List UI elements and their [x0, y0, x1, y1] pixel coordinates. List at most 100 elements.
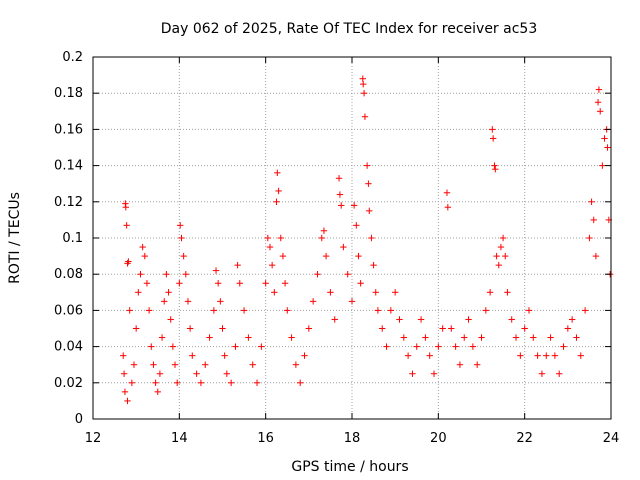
data-point: [314, 271, 321, 278]
data-point: [318, 234, 325, 242]
data-point: [590, 216, 597, 224]
data-point: [274, 169, 281, 177]
data-point: [359, 75, 366, 82]
data-point: [273, 198, 280, 205]
data-point: [148, 343, 155, 350]
data-point: [173, 379, 181, 386]
data-point: [493, 252, 500, 260]
data-point: [482, 307, 490, 314]
data-point: [202, 361, 209, 368]
data-point: [180, 252, 187, 260]
data-point: [161, 298, 168, 305]
y-tick-label: 0.12: [54, 195, 83, 210]
data-point: [214, 280, 222, 287]
data-points: [120, 75, 614, 405]
data-point: [365, 180, 372, 187]
data-point: [499, 234, 507, 242]
data-point: [271, 289, 278, 296]
chart-title: Day 062 of 2025, Rate Of TEC Index for r…: [161, 21, 537, 37]
y-tick-label: 0.04: [54, 340, 83, 355]
data-point: [508, 316, 515, 323]
data-point: [232, 343, 239, 350]
data-point: [348, 298, 356, 305]
data-point: [184, 298, 192, 305]
data-point: [592, 252, 600, 260]
data-point: [595, 86, 603, 93]
data-point: [456, 361, 464, 368]
x-tick-label: 16: [257, 431, 274, 446]
data-point: [534, 352, 541, 359]
data-point: [469, 343, 477, 350]
data-point: [236, 280, 243, 287]
data-point: [249, 361, 256, 368]
data-point: [132, 325, 140, 332]
data-point: [245, 334, 252, 341]
data-point: [125, 258, 132, 265]
data-point: [413, 343, 420, 350]
x-tick-label: 14: [171, 431, 188, 446]
data-point: [120, 370, 128, 377]
data-point: [219, 325, 226, 332]
data-point: [588, 198, 595, 205]
data-point: [357, 280, 364, 287]
data-point: [284, 307, 291, 314]
data-point: [212, 267, 220, 274]
data-point: [128, 379, 136, 386]
data-point: [374, 307, 382, 314]
data-point: [240, 307, 248, 314]
data-point: [165, 289, 172, 296]
data-point: [495, 261, 502, 269]
x-tick-label: 18: [344, 431, 361, 446]
data-point: [309, 298, 317, 305]
data-point: [568, 316, 576, 323]
y-tick-label: 0.16: [54, 122, 83, 137]
x-tick-label: 24: [603, 431, 620, 446]
x-tick-label: 20: [430, 431, 447, 446]
data-point: [227, 379, 235, 386]
data-point: [193, 370, 200, 377]
y-tick-label: 0.08: [54, 267, 83, 282]
data-point: [320, 227, 328, 234]
y-tick-label: 0.06: [54, 303, 83, 318]
data-point: [322, 252, 330, 260]
x-tick-label: 22: [516, 431, 533, 446]
data-point: [512, 334, 520, 341]
data-point: [163, 271, 170, 278]
data-point: [361, 113, 369, 120]
data-point: [444, 204, 452, 211]
data-point: [150, 361, 157, 368]
data-point: [391, 289, 399, 296]
data-point: [465, 316, 472, 323]
data-point: [473, 361, 481, 368]
y-tick-label: 0.2: [62, 50, 83, 65]
data-point: [167, 316, 174, 323]
data-point: [525, 307, 533, 314]
data-point: [279, 252, 287, 260]
data-point: [130, 361, 138, 368]
data-point: [120, 352, 127, 359]
data-point: [141, 252, 148, 260]
data-point: [182, 271, 190, 278]
data-point: [223, 370, 231, 377]
data-point: [521, 325, 528, 332]
data-point: [492, 166, 499, 173]
data-point: [331, 316, 338, 323]
data-point: [253, 379, 261, 386]
data-point: [400, 334, 407, 341]
data-point: [604, 144, 611, 151]
data-point: [178, 234, 185, 242]
data-point: [176, 280, 183, 287]
data-point: [452, 343, 459, 350]
data-point: [426, 352, 433, 359]
x-axis-ticks: 12 14 16 18 20 22 24: [85, 57, 620, 446]
data-point: [297, 379, 304, 386]
data-point: [234, 261, 241, 269]
data-point: [461, 334, 468, 341]
data-point: [564, 325, 572, 332]
data-point: [430, 370, 438, 377]
data-point: [502, 252, 509, 260]
data-point: [171, 361, 179, 368]
data-point: [504, 289, 511, 296]
data-point: [443, 189, 451, 196]
data-point: [353, 222, 360, 229]
